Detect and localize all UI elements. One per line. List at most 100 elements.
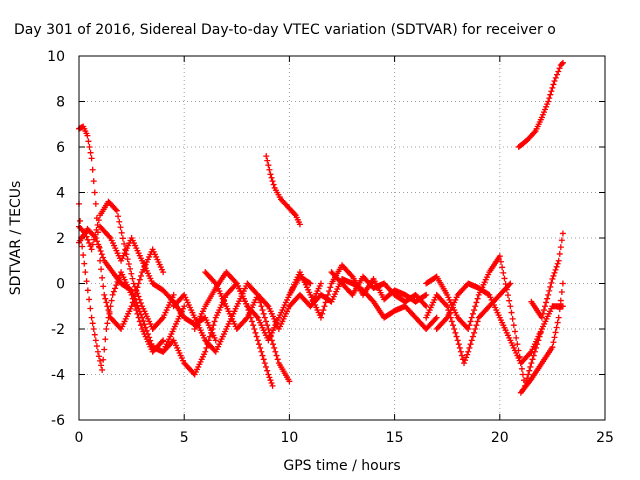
data-point: [472, 303, 479, 310]
data-point: [554, 260, 561, 267]
x-tick-label: 0: [75, 430, 84, 446]
data-point: [531, 129, 538, 136]
data-point: [265, 326, 272, 332]
data-point: [497, 258, 504, 265]
data-point: [254, 337, 261, 344]
data-point: [106, 233, 113, 240]
data-point: [158, 338, 165, 345]
data-point: [113, 207, 120, 214]
data-point: [113, 282, 120, 289]
data-point: [88, 314, 95, 321]
data-point: [232, 279, 239, 286]
data-point: [270, 181, 277, 188]
data-point: [545, 291, 552, 298]
data-point: [100, 283, 107, 290]
data-point: [467, 318, 474, 325]
data-point: [140, 317, 147, 324]
data-point: [464, 351, 471, 358]
data-point: [170, 291, 177, 298]
data-point: [548, 88, 555, 95]
data-point: [264, 322, 271, 329]
data-point: [496, 253, 503, 260]
data-point: [432, 315, 439, 322]
series-track-7: [170, 280, 293, 385]
data-point: [93, 343, 100, 350]
data-point: [102, 295, 109, 302]
data-point: [84, 132, 91, 139]
data-point: [557, 297, 564, 304]
data-point: [507, 303, 514, 310]
data-point: [555, 314, 562, 321]
data-point: [327, 284, 334, 291]
data-point: [504, 292, 511, 299]
data-point: [547, 91, 554, 98]
data-point: [273, 352, 280, 359]
data-point: [559, 230, 566, 237]
data-point: [124, 256, 131, 263]
series-track-10: [263, 153, 303, 228]
data-point: [542, 303, 549, 310]
data-point: [92, 200, 99, 207]
data-layer: [76, 59, 566, 396]
data-point: [97, 248, 104, 254]
series-track-5: [97, 223, 219, 344]
data-point: [117, 224, 124, 231]
data-point: [160, 269, 167, 276]
data-point: [539, 310, 546, 317]
data-point: [181, 303, 188, 310]
data-point: [326, 288, 333, 295]
data-point: [96, 244, 103, 251]
data-point: [148, 340, 155, 347]
data-point: [452, 329, 459, 336]
data-point: [296, 221, 303, 228]
data-point: [146, 334, 153, 341]
data-point: [98, 362, 105, 369]
x-tick-label: 10: [280, 430, 298, 446]
data-point: [135, 305, 142, 312]
data-point: [552, 74, 559, 81]
data-point: [465, 326, 472, 332]
data-point: [549, 344, 556, 351]
data-point: [91, 189, 98, 196]
data-point: [86, 144, 93, 150]
data-point: [549, 275, 556, 282]
data-point: [549, 84, 556, 91]
data-point: [538, 314, 545, 321]
data-point: [540, 307, 547, 314]
data-point: [423, 303, 430, 310]
data-point: [423, 291, 430, 298]
x-tick-label: 5: [180, 430, 189, 446]
data-point: [559, 303, 566, 310]
data-point: [538, 114, 545, 121]
data-point: [100, 356, 107, 363]
data-point: [469, 310, 476, 317]
data-point: [514, 341, 521, 348]
data-point: [270, 341, 277, 348]
data-point: [112, 206, 119, 213]
chart-title: Day 301 of 2016, Sidereal Day-to-day VTE…: [14, 22, 556, 38]
data-point: [263, 363, 270, 370]
data-point: [118, 229, 125, 236]
data-point: [509, 315, 516, 322]
data-point: [121, 240, 128, 247]
data-point: [553, 263, 560, 270]
data-point: [109, 291, 116, 298]
x-tick-label: 20: [491, 430, 509, 446]
data-point: [80, 252, 87, 259]
data-point: [160, 337, 167, 344]
data-point: [461, 360, 468, 367]
data-point: [527, 350, 534, 357]
data-point: [421, 301, 428, 308]
data-point: [348, 272, 355, 279]
data-point: [543, 103, 550, 110]
data-point: [547, 283, 554, 290]
data-point: [513, 334, 520, 341]
data-point: [450, 322, 457, 329]
data-point: [87, 149, 94, 156]
data-point: [90, 178, 97, 185]
series-track-19: [528, 230, 566, 321]
data-point: [89, 320, 96, 327]
plot-frame: [78, 55, 606, 421]
data-point: [556, 306, 563, 313]
data-point: [267, 377, 274, 384]
